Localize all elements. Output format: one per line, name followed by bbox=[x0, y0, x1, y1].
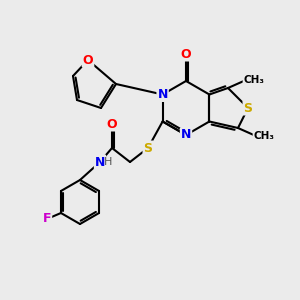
Text: H: H bbox=[104, 157, 112, 167]
Text: F: F bbox=[43, 212, 51, 226]
Text: O: O bbox=[107, 118, 117, 130]
Text: N: N bbox=[95, 155, 105, 169]
Text: N: N bbox=[158, 88, 168, 101]
Text: N: N bbox=[181, 128, 191, 142]
Text: CH₃: CH₃ bbox=[254, 131, 274, 141]
Text: CH₃: CH₃ bbox=[244, 75, 265, 85]
Text: S: S bbox=[143, 142, 152, 154]
Text: S: S bbox=[244, 101, 253, 115]
Text: O: O bbox=[83, 53, 93, 67]
Text: O: O bbox=[181, 47, 191, 61]
